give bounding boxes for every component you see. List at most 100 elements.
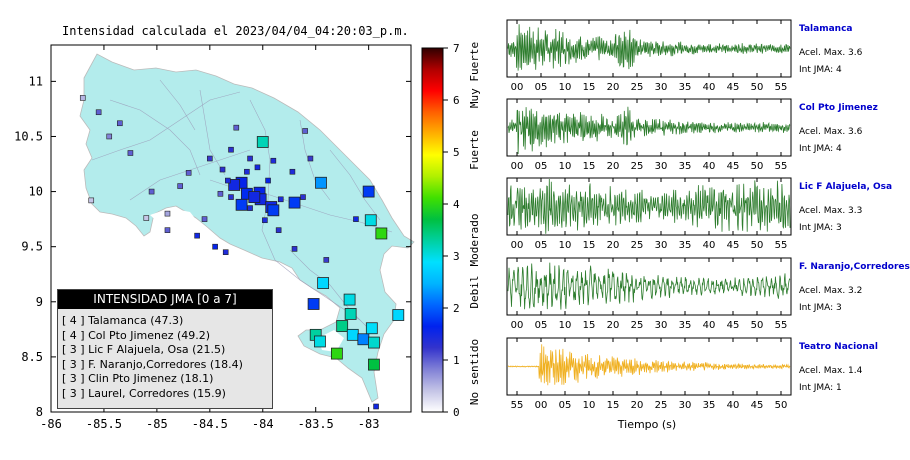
- waveform-time-tick: 05: [535, 161, 548, 172]
- map-y-tick-label: 11: [29, 74, 43, 88]
- waveform-time-tick: 30: [655, 82, 668, 93]
- trace-acel-max: Acel. Max. 1.4: [799, 366, 863, 376]
- waveform-time-tick: 50: [775, 400, 788, 411]
- waveform-time-tick: 45: [751, 400, 764, 411]
- colorbar-tick-label: 3: [453, 250, 460, 263]
- legend-title: INTENSIDAD JMA [0 a 7]: [58, 290, 272, 309]
- trace-station-name: Lic F Alajuela, Osa: [799, 182, 893, 192]
- station-marker: [315, 176, 327, 189]
- station-marker: [343, 293, 356, 306]
- map-x-tick-label: -83: [358, 417, 380, 431]
- colorbar-tick-label: 4: [453, 198, 460, 211]
- legend-item: [ 3 ] F. Naranjo,Corredores (18.4): [62, 357, 243, 371]
- station-marker: [357, 333, 370, 346]
- station-marker: [228, 179, 241, 191]
- station-marker: [302, 128, 308, 134]
- trace-station-name: Talamanca: [799, 24, 853, 34]
- station-marker: [353, 216, 359, 222]
- waveform-time-tick: 55: [775, 320, 788, 331]
- colorbar-tick-label: 7: [453, 42, 460, 55]
- map-x-tick-label: -84: [252, 417, 274, 431]
- trace-int-jma: Int JMA: 3: [799, 303, 842, 313]
- map-y-tick-label: 8: [36, 405, 43, 419]
- legend-item: [ 4 ] Talamanca (47.3): [62, 314, 184, 327]
- station-marker: [207, 155, 213, 162]
- trace-station-name: F. Naranjo,Corredores: [799, 262, 910, 272]
- station-marker: [235, 198, 248, 211]
- waveform-time-tick: 25: [655, 400, 668, 411]
- waveform-time-tick: 00: [511, 82, 524, 93]
- station-marker: [267, 204, 280, 217]
- intensity-legend: INTENSIDAD JMA [0 a 7] [ 4 ] Talamanca (…: [57, 289, 273, 409]
- waveform-time-tick: 50: [751, 82, 764, 93]
- waveform-time-tick: 50: [751, 320, 764, 331]
- trace-station-name: Teatro Nacional: [799, 342, 878, 352]
- station-marker: [262, 217, 268, 224]
- waveform-time-tick: 35: [679, 240, 692, 251]
- waveform-panel: 00 05 10 15 20 25 30 35 40 45 50 55: [506, 257, 792, 331]
- station-marker: [148, 188, 155, 195]
- waveform-time-tick: 25: [631, 240, 644, 251]
- station-marker: [233, 124, 240, 131]
- map-y-tick-label: 10: [29, 185, 43, 199]
- colorbar-tick-label: 2: [453, 302, 460, 315]
- waveform-time-tick: 20: [607, 240, 620, 251]
- colorbar-category-label: No sentido: [468, 339, 481, 405]
- station-marker: [307, 155, 314, 162]
- station-marker: [88, 197, 95, 204]
- station-marker: [364, 214, 377, 227]
- station-marker: [79, 95, 86, 101]
- station-marker: [375, 227, 388, 240]
- station-marker: [228, 194, 234, 200]
- waveform-time-tick: 10: [583, 400, 596, 411]
- station-marker: [254, 164, 261, 171]
- trace-acel-max: Acel. Max. 3.6: [799, 127, 863, 137]
- time-axis-label: Tiempo (s): [617, 418, 676, 431]
- waveform-time-tick: 55: [511, 400, 524, 411]
- colorbar-category-label: Debil: [468, 275, 481, 308]
- station-marker: [368, 336, 380, 349]
- waveform-time-tick: 40: [727, 400, 740, 411]
- station-marker: [185, 170, 192, 176]
- waveform-time-tick: 35: [679, 320, 692, 331]
- colorbar-tick-label: 0: [453, 406, 460, 419]
- station-marker: [228, 146, 234, 153]
- station-marker: [127, 150, 134, 156]
- waveform-time-tick: 00: [511, 161, 524, 172]
- colorbar-category-label: Moderado: [468, 214, 481, 267]
- legend-list: [ 4 ] Talamanca (47.3) [ 4 ] Col Pto Jim…: [58, 314, 272, 402]
- waveform-time-tick: 40: [703, 161, 716, 172]
- station-marker: [212, 243, 218, 250]
- station-marker: [336, 320, 349, 332]
- nicoya-gulf: [150, 208, 198, 226]
- waveform-time-tick: 10: [559, 82, 572, 93]
- waveform-time-tick: 35: [679, 82, 692, 93]
- station-marker: [265, 177, 271, 184]
- trace-int-jma: Int JMA: 1: [799, 383, 842, 393]
- waveform-time-tick: 15: [583, 82, 596, 93]
- map-frame: [50, 44, 412, 413]
- waveform-time-tick: 45: [727, 320, 740, 331]
- map-y-tick-label: 10.5: [14, 129, 43, 143]
- waveform-time-tick: 10: [559, 240, 572, 251]
- station-marker: [317, 277, 330, 289]
- waveform-time-tick: 05: [535, 320, 548, 331]
- waveform-time-tick: 15: [607, 400, 620, 411]
- trace-acel-max: Acel. Max. 3.2: [799, 286, 863, 296]
- waveform-time-tick: 00: [511, 320, 524, 331]
- station-marker: [248, 191, 261, 203]
- waveform-time-tick: 05: [535, 82, 548, 93]
- waveform-trace: [507, 24, 791, 71]
- waveform-time-tick: 55: [775, 161, 788, 172]
- station-marker: [275, 227, 282, 233]
- station-marker: [344, 308, 357, 320]
- station-marker: [365, 322, 378, 335]
- trace-station-name: Col Pto Jimenez: [799, 103, 878, 113]
- waveform-time-tick: 15: [583, 240, 596, 251]
- waveform-time-tick: 55: [775, 240, 788, 251]
- waveform-time-tick: 40: [703, 240, 716, 251]
- legend-item: [ 3 ] Clin Pto Jimenez (18.1): [62, 372, 214, 386]
- waveform-time-tick: 50: [751, 240, 764, 251]
- legend-item: [ 3 ] Lic F Alajuela, Osa (21.5): [62, 343, 226, 357]
- waveform-time-tick: 40: [703, 320, 716, 331]
